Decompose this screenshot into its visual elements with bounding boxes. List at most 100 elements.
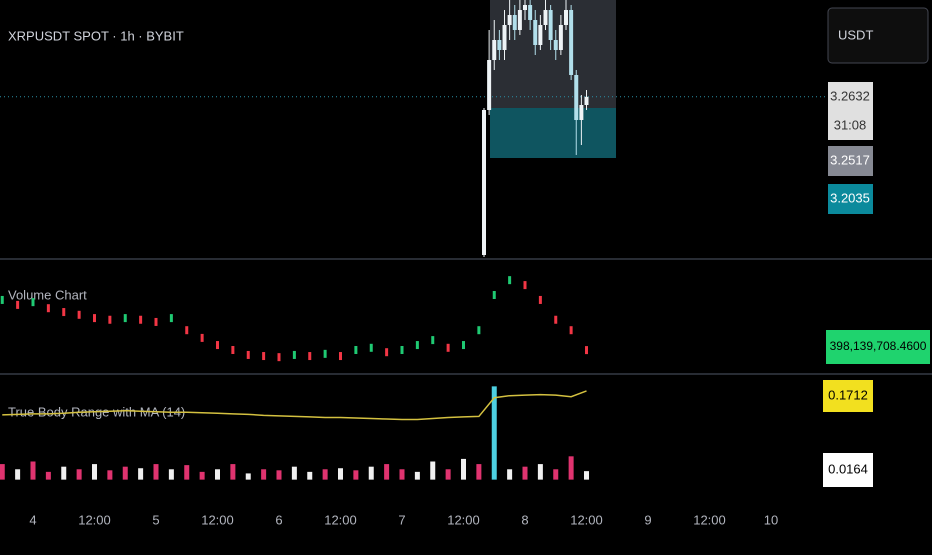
volume-mark bbox=[538, 295, 542, 304]
volume-mark bbox=[93, 314, 96, 323]
candle-body bbox=[574, 75, 579, 120]
volume-mark bbox=[508, 276, 512, 285]
time-axis-label: 6 bbox=[275, 512, 282, 527]
symbol-title: XRPUSDT SPOT · 1h · BYBIT bbox=[8, 28, 184, 43]
body-range-bar bbox=[215, 469, 220, 480]
candle-body bbox=[584, 96, 589, 105]
price-label: 3.2517 bbox=[830, 152, 870, 167]
body-range-bar bbox=[261, 469, 267, 480]
body-range-bar bbox=[230, 464, 236, 480]
time-axis-label: 9 bbox=[644, 512, 651, 527]
volume-mark bbox=[492, 291, 496, 299]
volume-mark bbox=[169, 314, 173, 323]
candle-body bbox=[492, 40, 497, 60]
price-box bbox=[828, 146, 873, 176]
body-range-bar bbox=[368, 466, 374, 480]
body-range-bar bbox=[76, 469, 82, 480]
body-range-bar bbox=[45, 471, 51, 480]
body-range-bar bbox=[353, 470, 359, 480]
body-range-bar bbox=[568, 456, 574, 480]
volume-mark bbox=[431, 336, 435, 345]
candle-body bbox=[512, 15, 517, 30]
time-axis-label: 12:00 bbox=[447, 512, 480, 527]
volume-value-label: 398,139,708.4600 bbox=[830, 339, 927, 353]
volume-mark bbox=[569, 326, 573, 335]
volume-mark bbox=[31, 298, 35, 307]
volume-mark bbox=[123, 314, 127, 323]
body-range-bar bbox=[414, 471, 420, 480]
candle-body bbox=[553, 40, 558, 50]
volume-mark bbox=[62, 308, 66, 317]
time-axis-label: 12:00 bbox=[693, 512, 726, 527]
candle-body bbox=[502, 25, 507, 50]
body-range-bar bbox=[584, 471, 589, 480]
bar-value-label: 0.0164 bbox=[828, 461, 868, 476]
time-axis-label: 8 bbox=[521, 512, 528, 527]
volume-mark bbox=[323, 349, 327, 358]
volume-mark bbox=[585, 346, 588, 355]
volume-mark bbox=[523, 281, 527, 290]
candle-body bbox=[543, 10, 548, 25]
price-box bbox=[828, 184, 873, 214]
ma-value-box bbox=[823, 380, 873, 412]
candle-body bbox=[497, 40, 502, 50]
volume-mark bbox=[154, 317, 158, 326]
body-range-bar bbox=[245, 473, 251, 480]
volume-mark bbox=[108, 315, 112, 324]
bar-value-box bbox=[823, 453, 873, 487]
body-range-bar bbox=[476, 464, 482, 480]
volume-mark bbox=[216, 341, 219, 350]
body-range-bar bbox=[322, 469, 328, 480]
volume-mark bbox=[77, 310, 81, 319]
volume-mark bbox=[0, 295, 4, 304]
countdown-label: 31:08 bbox=[834, 117, 867, 132]
volume-mark bbox=[262, 352, 266, 361]
volume-mark bbox=[231, 346, 235, 354]
currency-button[interactable] bbox=[827, 7, 929, 64]
body-range-bar bbox=[522, 466, 528, 480]
body-range-bar bbox=[537, 464, 543, 480]
volume-mark bbox=[339, 352, 342, 361]
candle-body bbox=[579, 105, 584, 120]
body-range-bar bbox=[491, 386, 497, 480]
body-range-bar bbox=[92, 464, 97, 480]
volume-mark bbox=[246, 350, 250, 359]
body-range-bar bbox=[461, 458, 466, 480]
body-range-bar bbox=[0, 464, 5, 480]
body-range-bar bbox=[384, 464, 390, 480]
volume-mark bbox=[139, 315, 143, 324]
volume-mark bbox=[462, 341, 465, 350]
candle-body bbox=[569, 10, 574, 75]
candle-body bbox=[528, 5, 533, 20]
volume-mark bbox=[477, 326, 481, 335]
body-range-bar bbox=[430, 461, 436, 480]
body-range-bar bbox=[30, 461, 36, 480]
last-price-label: 3.2632 bbox=[830, 88, 870, 103]
volume-mark bbox=[446, 343, 450, 352]
volume-mark bbox=[277, 353, 281, 362]
body-range-bar bbox=[399, 469, 405, 480]
body-range-bar bbox=[15, 469, 21, 480]
body-range-bar bbox=[138, 468, 144, 480]
candle-body bbox=[482, 110, 486, 255]
time-axis-label: 12:00 bbox=[324, 512, 357, 527]
volume-mark bbox=[385, 348, 389, 357]
body-range-bar bbox=[291, 466, 297, 480]
volume-mark bbox=[554, 315, 558, 324]
body-range-bar bbox=[507, 469, 513, 480]
candle-body bbox=[507, 15, 512, 25]
body-range-bar bbox=[153, 464, 159, 480]
body-range-bar bbox=[168, 469, 174, 480]
time-axis-label: 12:00 bbox=[78, 512, 111, 527]
body-range-bar bbox=[276, 470, 282, 480]
body-range-bar bbox=[61, 466, 67, 480]
price-label: 3.2035 bbox=[830, 190, 870, 205]
range-box-lower bbox=[490, 108, 616, 158]
ma-line bbox=[2, 390, 587, 421]
volume-mark bbox=[46, 304, 50, 313]
body-range-bar bbox=[445, 469, 451, 480]
currency-button-label[interactable]: USDT bbox=[838, 27, 873, 42]
volume-title: Volume Chart bbox=[8, 287, 87, 302]
